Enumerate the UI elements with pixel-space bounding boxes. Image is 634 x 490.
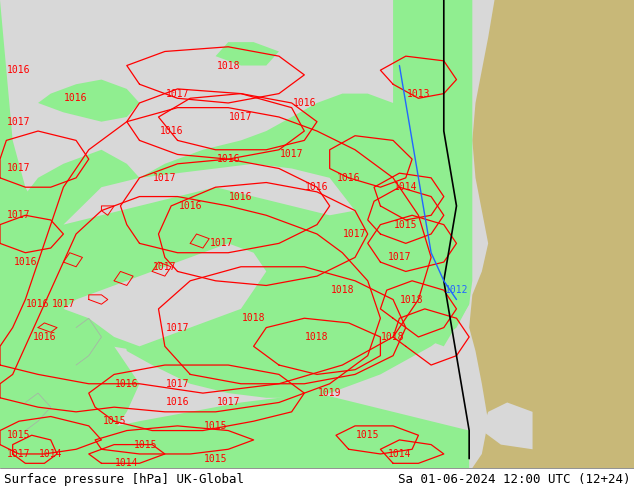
Text: 1016: 1016 (337, 173, 361, 183)
Text: 1014: 1014 (115, 458, 139, 468)
Text: 1016: 1016 (13, 257, 37, 267)
Text: 1017: 1017 (216, 397, 240, 408)
Polygon shape (101, 94, 469, 398)
Text: 1017: 1017 (387, 252, 411, 263)
Text: 1014: 1014 (394, 182, 418, 192)
Text: 1017: 1017 (280, 149, 304, 159)
Text: 1016: 1016 (64, 93, 88, 103)
Text: 1018: 1018 (330, 285, 354, 295)
Text: 1016: 1016 (7, 65, 31, 75)
Text: 1016: 1016 (165, 397, 190, 408)
Text: 1015: 1015 (394, 220, 418, 230)
Text: 1016: 1016 (159, 126, 183, 136)
Text: 1018: 1018 (305, 332, 329, 342)
Text: 1017: 1017 (7, 117, 31, 127)
Text: 1017: 1017 (7, 210, 31, 221)
Text: 1017: 1017 (210, 238, 234, 248)
Text: 1017: 1017 (165, 379, 190, 389)
Polygon shape (393, 0, 472, 346)
Text: 1016: 1016 (178, 201, 202, 211)
Polygon shape (482, 402, 533, 449)
Text: 1015: 1015 (204, 421, 228, 431)
Text: 1018: 1018 (381, 332, 405, 342)
Text: 1017: 1017 (7, 164, 31, 173)
Text: 1017: 1017 (51, 299, 75, 309)
Text: 1017: 1017 (165, 89, 190, 98)
Polygon shape (63, 164, 355, 224)
Text: 1015: 1015 (102, 416, 126, 426)
Text: 1014: 1014 (387, 449, 411, 459)
Polygon shape (469, 0, 634, 468)
Text: 1016: 1016 (216, 154, 240, 164)
Text: 1014: 1014 (39, 449, 63, 459)
Text: 1015: 1015 (134, 440, 158, 450)
Polygon shape (0, 0, 139, 468)
Text: Surface pressure [hPa] UK-Global: Surface pressure [hPa] UK-Global (4, 472, 244, 486)
Polygon shape (0, 150, 139, 351)
Text: 1015: 1015 (356, 430, 380, 440)
Polygon shape (38, 79, 139, 122)
Text: 1015: 1015 (204, 454, 228, 464)
Text: 1017: 1017 (7, 449, 31, 459)
Text: 1016: 1016 (305, 182, 329, 192)
Text: 1016: 1016 (26, 299, 50, 309)
Polygon shape (0, 0, 634, 468)
Polygon shape (216, 42, 279, 66)
Text: 1016: 1016 (32, 332, 56, 342)
Text: 1017: 1017 (165, 322, 190, 333)
Text: 1015: 1015 (7, 430, 31, 440)
Text: 1018: 1018 (216, 61, 240, 71)
Text: 1016: 1016 (292, 98, 316, 108)
Text: 1018: 1018 (242, 313, 266, 323)
Text: 1019: 1019 (318, 388, 342, 398)
Text: 1013: 1013 (406, 89, 430, 98)
Text: 1017: 1017 (153, 173, 177, 183)
Bar (0, 468, 634, 490)
Text: 1017: 1017 (343, 229, 367, 239)
Text: Sa 01-06-2024 12:00 UTC (12+24): Sa 01-06-2024 12:00 UTC (12+24) (398, 472, 630, 486)
Text: 1012: 1012 (444, 285, 469, 295)
Polygon shape (0, 393, 469, 468)
Text: 1017: 1017 (229, 112, 253, 122)
Text: 1018: 1018 (400, 294, 424, 304)
Text: 1017: 1017 (153, 262, 177, 272)
Text: 1016: 1016 (115, 379, 139, 389)
Polygon shape (63, 244, 266, 346)
Text: 1016: 1016 (229, 192, 253, 201)
